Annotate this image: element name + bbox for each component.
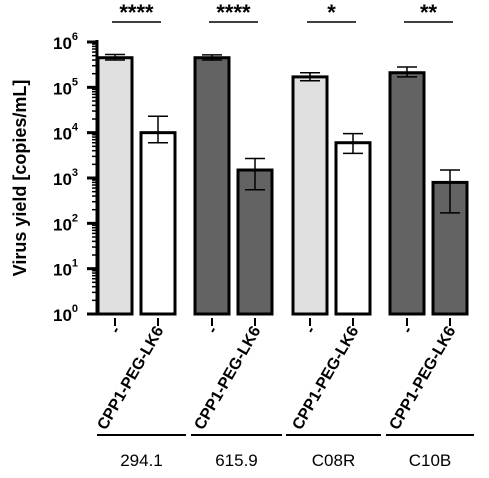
bar (236, 168, 274, 316)
y-tick-label: 100 (53, 303, 78, 325)
x-category-label: CPP1-PEG-LK6 (192, 323, 265, 432)
group-label: C08R (312, 451, 355, 470)
x-category-label: CPP1-PEG-LK6 (290, 323, 363, 432)
group-label: 294.1 (120, 451, 163, 470)
x-category-label: CPP1-PEG-LK6 (387, 323, 460, 432)
y-tick-label: 104 (53, 122, 79, 144)
x-category-label: CPP1-PEG-LK6 (95, 323, 168, 432)
y-tick-label: 103 (53, 167, 78, 189)
group-label: C10B (409, 451, 452, 470)
bar (139, 131, 177, 316)
significance-label: ** (420, 0, 438, 25)
group-label: 615.9 (215, 451, 258, 470)
bar (193, 56, 231, 316)
y-tick-label: 105 (53, 76, 78, 98)
y-tick-label: 102 (53, 212, 78, 234)
significance-label: **** (216, 0, 251, 25)
significance-label: **** (119, 0, 154, 25)
bar (388, 71, 426, 316)
y-tick-label: 101 (53, 258, 78, 280)
y-tick-label: 106 (53, 31, 78, 53)
bar (291, 75, 329, 316)
bar (334, 141, 372, 316)
significance-label: * (327, 0, 336, 25)
bar (96, 56, 134, 316)
y-axis-label: Virus yield [copies/mL] (10, 80, 30, 277)
